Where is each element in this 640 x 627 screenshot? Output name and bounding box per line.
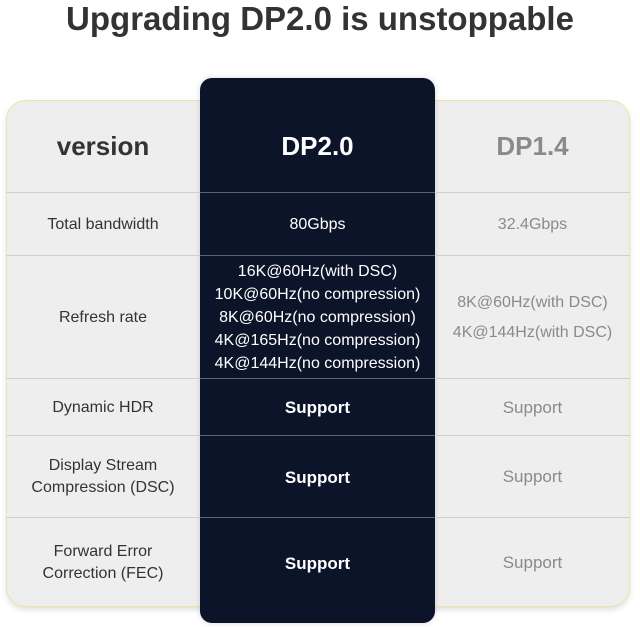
dp20-value: 4K@144Hz(no compression) [214,355,421,372]
dp20-value: 8K@60Hz(no compression) [219,309,416,326]
feature-label-cell: Total bandwidth [6,193,200,256]
dp20-value: 16K@60Hz(with DSC) [237,263,398,280]
dp14-value-cell: Support [435,379,630,436]
dp20-value-cell: Support [200,517,435,608]
header-row: version DP2.0 DP1.4 [6,100,630,192]
dp20-value: Support [284,467,351,487]
table-row: Refresh rate 16K@60Hz(with DSC) 10K@60Hz(n… [6,255,630,379]
table-row: Forward Error Correction (FEC) Support Supp… [6,517,630,608]
feature-label-cell: Refresh rate [6,256,200,379]
dp14-value: 4K@144Hz(with DSC) [452,323,613,341]
header-dp14: DP1.4 [496,131,569,161]
dp20-value-cell: Support [200,378,435,436]
table-row: Total bandwidth 80Gbps 32.4Gbps [6,192,630,256]
feature-label: Total bandwidth [47,215,159,233]
header-version: version [56,131,150,161]
feature-label-cell: Display Stream Compression (DSC) [6,436,200,518]
dp20-value: 10K@60Hz(no compression) [214,286,421,303]
feature-label-cell: Forward Error Correction (FEC) [6,518,200,608]
dp14-value-cell: Support [435,518,630,608]
feature-label: Display Stream [48,457,158,474]
feature-label: Compression (DSC) [31,479,175,496]
dp20-value-cell: 16K@60Hz(with DSC) 10K@60Hz(no compressio… [200,255,435,379]
dp20-value: 4K@165Hz(no compression) [214,332,421,349]
dp14-value-cell: 8K@60Hz(with DSC) 4K@144Hz(with DSC) [435,256,630,379]
table-row: Display Stream Compression (DSC) Support Su… [6,435,630,518]
dp20-value-cell: 80Gbps [200,192,435,256]
dp14-value: Support [502,397,563,417]
dp20-value: Support [284,553,351,573]
dp14-value-cell: 32.4Gbps [435,193,630,256]
feature-label: Correction (FEC) [42,565,164,582]
dp20-value-cell: Support [200,435,435,518]
table-row: Dynamic HDR Support Support [6,378,630,436]
dp14-value-cell: Support [435,436,630,518]
dp20-value: 80Gbps [289,216,346,233]
feature-label: Dynamic HDR [52,398,154,416]
feature-label-cell: Dynamic HDR [6,379,200,436]
header-dp20: DP2.0 [281,130,354,161]
feature-label: Refresh rate [58,308,148,326]
dp14-value: 32.4Gbps [497,215,568,233]
dp20-highlight-column [200,78,435,623]
dp14-value: 8K@60Hz(with DSC) [457,293,608,311]
dp14-value: Support [502,467,563,486]
dp14-value: Support [502,553,563,572]
page-title: Upgrading DP2.0 is unstoppable [66,0,574,37]
feature-label: Forward Error [53,543,153,560]
dp20-value: Support [284,398,351,417]
